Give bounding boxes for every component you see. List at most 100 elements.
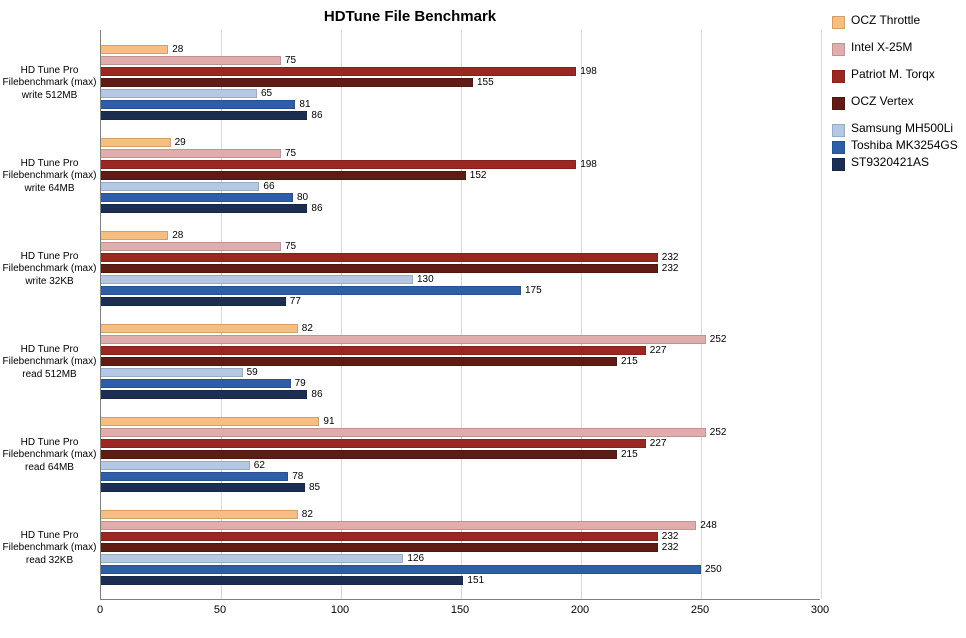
bar [101, 565, 701, 574]
bar-value-label: 82 [302, 324, 313, 333]
bar [101, 417, 319, 426]
bar [101, 138, 171, 147]
bar-value-label: 80 [297, 193, 308, 202]
bar [101, 275, 413, 284]
x-tick-label: 150 [451, 604, 469, 616]
bar-value-label: 75 [285, 149, 296, 158]
bar-value-label: 86 [311, 111, 322, 120]
bar [101, 510, 298, 519]
bar [101, 231, 168, 240]
bar-value-label: 232 [662, 264, 679, 273]
bar [101, 297, 286, 306]
bar [101, 335, 706, 344]
legend-swatch [832, 70, 845, 83]
grid-line [581, 30, 582, 599]
x-axis: 050100150200250300 [100, 604, 820, 624]
grid-line [461, 30, 462, 599]
bar [101, 461, 250, 470]
bar-value-label: 77 [290, 297, 301, 306]
bar-value-label: 152 [470, 171, 487, 180]
bar-value-label: 227 [650, 439, 667, 448]
bar [101, 439, 646, 448]
bar [101, 78, 473, 87]
bar [101, 45, 168, 54]
legend-item: OCZ Throttle [832, 14, 960, 29]
bar-value-label: 155 [477, 78, 494, 87]
legend-swatch [832, 124, 845, 137]
legend: OCZ ThrottleIntel X-25MPatriot M. TorqxO… [832, 14, 960, 173]
chart-container: HDTune File Benchmark 287519815565818629… [0, 0, 966, 638]
bar [101, 100, 295, 109]
bar-value-label: 175 [525, 286, 542, 295]
x-tick-label: 250 [691, 604, 709, 616]
legend-swatch [832, 43, 845, 56]
legend-label: Intel X-25M [851, 41, 912, 55]
legend-swatch [832, 97, 845, 110]
bar [101, 286, 521, 295]
bar [101, 543, 658, 552]
bar-value-label: 81 [299, 100, 310, 109]
bar-value-label: 250 [705, 565, 722, 574]
category-label: HD Tune Pro Filebenchmark (max) read 512… [2, 344, 97, 382]
bar [101, 521, 696, 530]
bar-value-label: 75 [285, 242, 296, 251]
bar [101, 576, 463, 585]
x-tick-label: 50 [214, 604, 226, 616]
bar [101, 193, 293, 202]
bar-value-label: 232 [662, 532, 679, 541]
bar-value-label: 198 [580, 160, 597, 169]
bar-value-label: 28 [172, 231, 183, 240]
bar [101, 554, 403, 563]
legend-label: ST9320421AS [851, 156, 929, 170]
bar [101, 368, 243, 377]
legend-label: Samsung MH500Li [851, 122, 953, 136]
bar-value-label: 198 [580, 67, 597, 76]
bar-value-label: 130 [417, 275, 434, 284]
bar-value-label: 78 [292, 472, 303, 481]
category-label: HD Tune Pro Filebenchmark (max) write 64… [2, 158, 97, 196]
x-tick-label: 0 [97, 604, 103, 616]
bar-value-label: 86 [311, 204, 322, 213]
category-label: HD Tune Pro Filebenchmark (max) write 32… [2, 251, 97, 289]
bar-value-label: 59 [247, 368, 258, 377]
x-tick-label: 300 [811, 604, 829, 616]
bar [101, 264, 658, 273]
bar [101, 253, 658, 262]
grid-line [341, 30, 342, 599]
legend-label: Toshiba MK3254GS [851, 139, 958, 153]
legend-item: Samsung MH500Li [832, 122, 960, 137]
bar [101, 89, 257, 98]
legend-item: ST9320421AS [832, 156, 960, 171]
bar-value-label: 29 [175, 138, 186, 147]
category-label: HD Tune Pro Filebenchmark (max) write 51… [2, 65, 97, 103]
bar-value-label: 82 [302, 510, 313, 519]
chart-title: HDTune File Benchmark [0, 8, 820, 25]
bar-value-label: 248 [700, 521, 717, 530]
legend-swatch [832, 141, 845, 154]
bar [101, 56, 281, 65]
x-tick-label: 200 [571, 604, 589, 616]
bar [101, 472, 288, 481]
bar-value-label: 252 [710, 335, 727, 344]
bar [101, 532, 658, 541]
bar-value-label: 85 [309, 483, 320, 492]
bar-value-label: 215 [621, 450, 638, 459]
bar-value-label: 126 [407, 554, 424, 563]
bar-value-label: 227 [650, 346, 667, 355]
bar [101, 483, 305, 492]
plot-area: 2875198155658186297519815266808628752322… [100, 30, 820, 600]
bar [101, 428, 706, 437]
bar [101, 149, 281, 158]
bar-value-label: 75 [285, 56, 296, 65]
x-tick-label: 100 [331, 604, 349, 616]
bar-value-label: 232 [662, 543, 679, 552]
bar [101, 242, 281, 251]
bar [101, 67, 576, 76]
bar-value-label: 252 [710, 428, 727, 437]
legend-label: OCZ Throttle [851, 14, 920, 28]
bar [101, 357, 617, 366]
grid-line [701, 30, 702, 599]
bar-value-label: 62 [254, 461, 265, 470]
legend-item: OCZ Vertex [832, 95, 960, 110]
bar [101, 379, 291, 388]
